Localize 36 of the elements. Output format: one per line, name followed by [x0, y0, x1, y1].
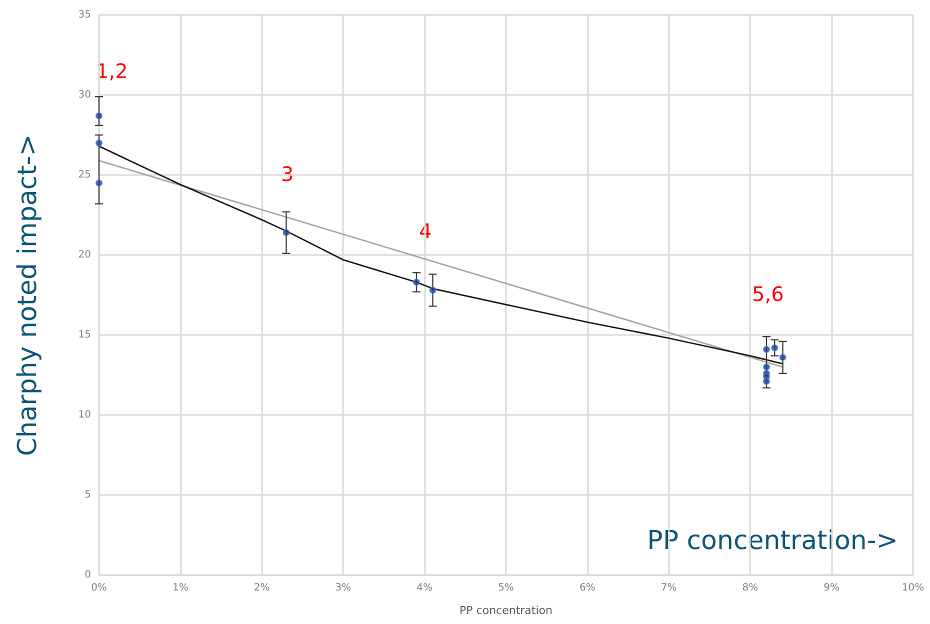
- y-tick-label: 25: [78, 170, 91, 180]
- y-tick-label: 20: [78, 250, 91, 260]
- point: [96, 180, 102, 186]
- y-tick-label: 5: [84, 490, 91, 500]
- point: [429, 286, 436, 294]
- point: [412, 278, 420, 286]
- x-tick-label: 0%: [91, 582, 107, 594]
- x-tick-label: 7%: [660, 582, 677, 594]
- point: [762, 364, 770, 370]
- x-tick-label: 5%: [498, 582, 514, 594]
- point: [762, 378, 770, 385]
- annotation: 5,6: [752, 282, 784, 306]
- y-tick-label: 30: [78, 90, 91, 100]
- x-tick-label: 8%: [742, 582, 758, 594]
- annotation: 3: [281, 162, 294, 186]
- point: [96, 112, 102, 120]
- x-tick-label: 10%: [902, 582, 924, 594]
- x-tick-label: 3%: [335, 582, 352, 594]
- point: [96, 140, 102, 146]
- point: [779, 354, 786, 361]
- annotation: 1,2: [96, 59, 128, 83]
- x-tick-label: 2%: [254, 582, 270, 594]
- annotation: PP concentration->: [647, 526, 898, 556]
- y-tick-label: 0: [84, 570, 91, 580]
- point: [771, 344, 778, 352]
- y-tick-label: 15: [78, 330, 91, 340]
- point: [282, 229, 290, 236]
- y-tick-label: 35: [78, 10, 91, 20]
- y-tick-label: 10: [78, 410, 91, 420]
- x-tick-label: 4%: [416, 582, 433, 594]
- point: [762, 346, 770, 353]
- x-axis-title: PP concentration: [460, 604, 552, 617]
- x-tick-label: 6%: [579, 582, 596, 594]
- y-axis-title: Charphy noted impact->: [13, 134, 43, 456]
- x-tick-label: 9%: [824, 582, 840, 594]
- x-tick-label: 1%: [172, 582, 188, 594]
